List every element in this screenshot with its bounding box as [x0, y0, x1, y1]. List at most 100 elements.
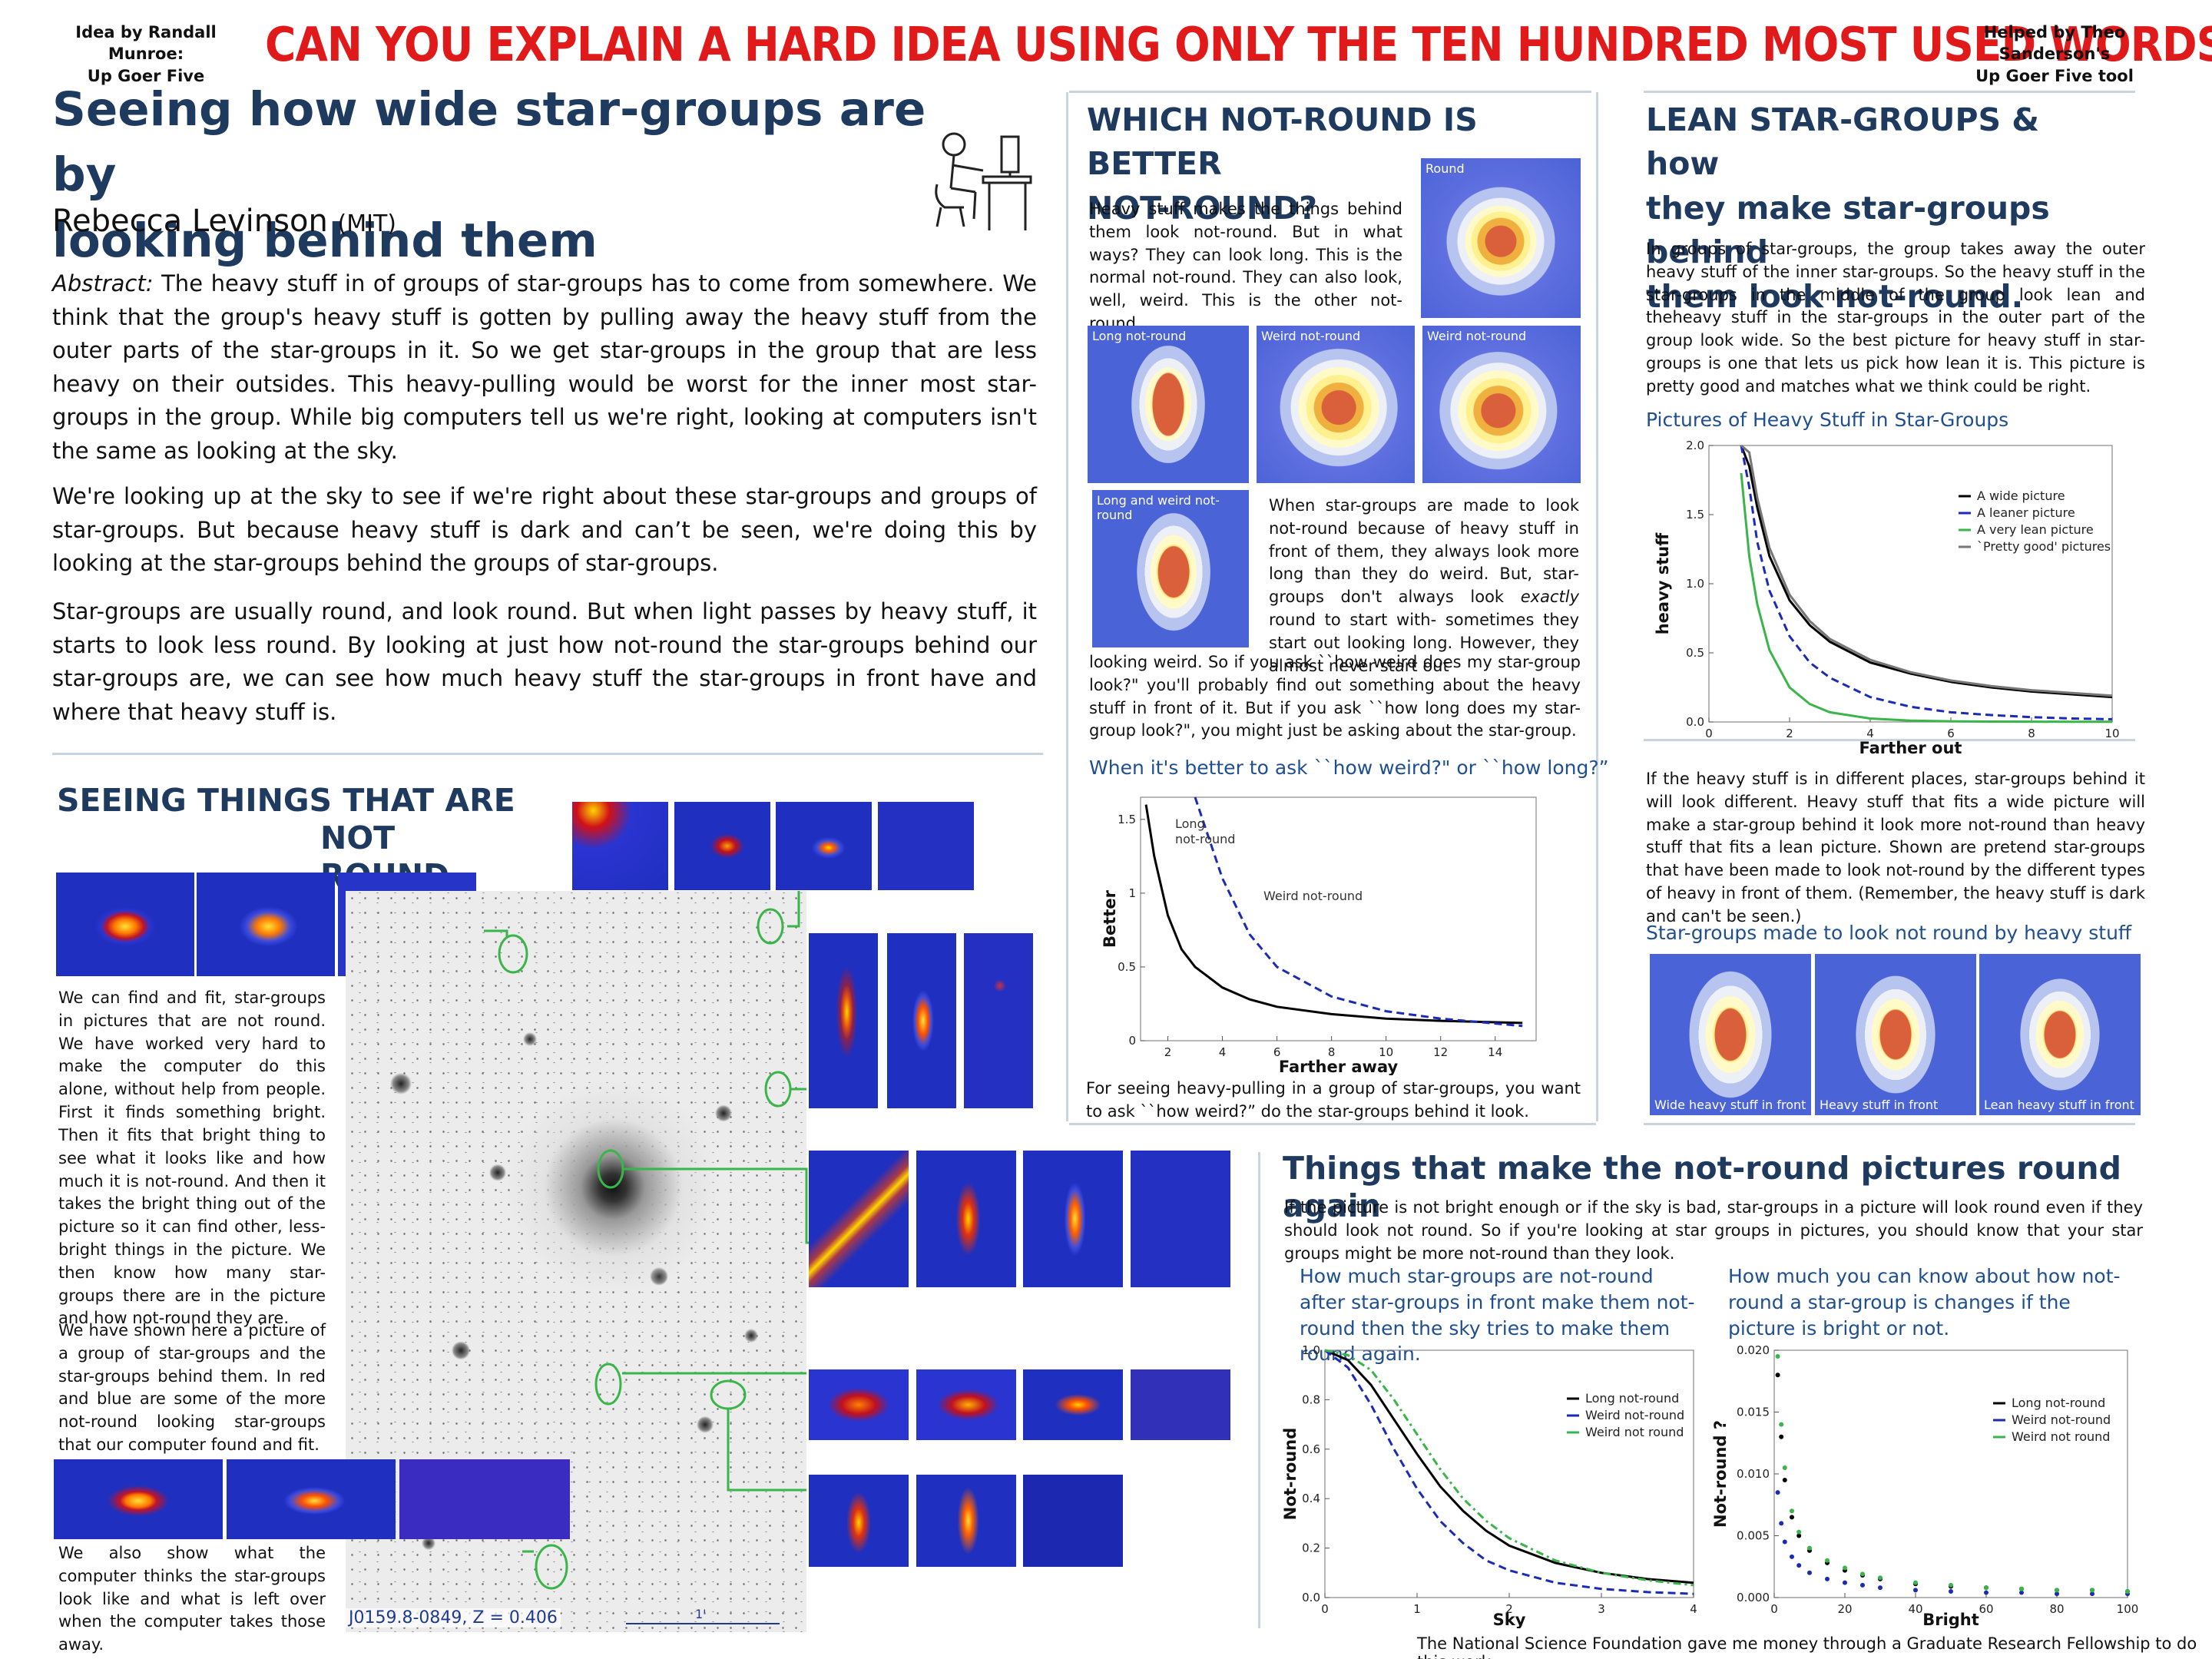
chart-better: 2 4 6 8 10 12 14 0 0.5 1 1.5 Farther away Better Long… [1101, 796, 1537, 1075]
chart-sky: 0 1 2 3 4 0.0 0.2 0.4 0.6 0.8 1.0 Sky Not-round Long … [1281, 1343, 1697, 1628]
x-tick-label: 0 [1705, 727, 1713, 740]
data-point-1 [1775, 1490, 1780, 1495]
footer-credit: The National Science Foundation gave me … [1417, 1634, 2197, 1659]
y-tick-label: 0.0 [1686, 715, 1704, 729]
author-affiliation: (MIT) [337, 210, 396, 237]
panel-round: Round [1421, 158, 1581, 318]
which-chart-title: When it's better to ask ``how weird?" or… [1089, 757, 1609, 779]
divider-col2-left [1066, 92, 1068, 1121]
panel-wide-heavy: Wide heavy stuff in front [1650, 954, 1811, 1115]
credit-left: Idea by Randall Munroe: Up Goer Five [38, 22, 253, 87]
legend-label-1: Weird not-round [1585, 1408, 1684, 1422]
data-point-2 [2125, 1588, 2130, 1594]
y-tick-label: 0.000 [1737, 1591, 1770, 1604]
legend-label-2: Weird not round [2012, 1429, 2110, 1444]
series-line-1 [1740, 445, 2113, 720]
x-tick-label: 1 [1413, 1602, 1421, 1616]
which-caption: For seeing heavy-pulling in a group of s… [1086, 1079, 1581, 1121]
which-p2-b: round to start with- sometimes they star… [1269, 611, 1579, 675]
thumb-mid-2 [916, 1151, 1016, 1287]
which-p2-c: looking weird. So if you ask ``how weird… [1089, 653, 1581, 740]
panel-long-label: Long not-round [1092, 329, 1187, 343]
data-point-2 [1843, 1565, 1847, 1571]
credit-right-line1: Helped by Theo Sanderson's [1983, 23, 2126, 64]
x-tick-label: 4 [1219, 1045, 1227, 1059]
things-sub-left: How much star-groups are not-round after… [1300, 1265, 1695, 1366]
y-tick-label: 0.5 [1686, 646, 1704, 660]
panel-long: Long not-round [1088, 326, 1249, 483]
data-point-2 [1782, 1465, 1787, 1470]
lean-title-line3: them look not-round. [1646, 277, 2024, 315]
which-title-line2: NOT-ROUND? [1087, 189, 1317, 227]
thumb-row1-data [56, 873, 194, 976]
annotation-1: Weird not-round [1263, 889, 1363, 903]
x-tick-label: 20 [1837, 1602, 1852, 1616]
y-tick-label: 2.0 [1686, 439, 1704, 452]
x-tick-label: 3 [1598, 1602, 1605, 1616]
y-axis-label: heavy stuff [1654, 532, 1672, 635]
data-point-2 [1796, 1529, 1802, 1535]
x-axis-label: Bright [1922, 1611, 1979, 1628]
y-axis-label: Not-round ? [1711, 1420, 1730, 1528]
x-tick-label: 14 [1488, 1045, 1502, 1059]
x-tick-label: 4 [1690, 1602, 1697, 1616]
divider-col3-mid [1644, 739, 2135, 741]
y-tick-label: 1.0 [1686, 577, 1704, 591]
lean-title: LEAN STAR-GROUPS & how they make star-gr… [1646, 98, 2122, 319]
y-tick-label: 0.5 [1118, 960, 1136, 974]
series-line-2 [1324, 1349, 1694, 1587]
y-tick-label: 0.4 [1302, 1492, 1320, 1505]
series-line-1 [1324, 1349, 1694, 1595]
credit-right: Helped by Theo Sanderson's Up Goer Five … [1939, 22, 2170, 87]
legend-label-2: A very lean picture [1977, 522, 2094, 537]
data-point-2 [2055, 1588, 2059, 1593]
y-tick-label: 0.020 [1737, 1343, 1770, 1357]
data-point-1 [1878, 1585, 1883, 1591]
thumb-bl-3 [399, 1459, 570, 1539]
data-point-1 [2090, 1591, 2094, 1597]
annotation-0: Long not-round [1175, 816, 1235, 846]
series-line-0 [1740, 445, 2113, 699]
data-point-2 [1984, 1585, 1988, 1591]
thumb-mid-4 [1131, 1151, 1230, 1287]
legend-label-2: Weird not round [1585, 1425, 1684, 1439]
x-tick-label: 0 [1770, 1602, 1778, 1616]
panel-weird-1-label: Weird not-round [1261, 329, 1361, 343]
thumb-low-2 [916, 1369, 1016, 1440]
series-line-2 [1740, 472, 2112, 724]
thumb-low-3 [1023, 1369, 1123, 1440]
x-tick-label: 60 [1979, 1602, 1993, 1616]
panel-long-weird: Long and weird not-round [1092, 490, 1249, 647]
y-axis-label: Not-round [1281, 1428, 1300, 1520]
which-p2: When star-groups are made to look not-ro… [1269, 495, 1579, 678]
thumb-vert-3 [964, 933, 1033, 1108]
series-line-1 [1194, 796, 1523, 1028]
panel-weird-1: Weird not-round [1257, 326, 1415, 483]
data-point-1 [1790, 1554, 1794, 1559]
thumb-vert-2 [887, 933, 956, 1108]
data-point-0 [1790, 1515, 1794, 1520]
data-point-2 [1949, 1582, 1953, 1588]
poster-title: Seeing how wide star-groups are by looki… [52, 77, 935, 273]
divider-col3-top [1644, 91, 2135, 93]
cluster-label: J0159.8-0849, Z = 0.406 [346, 1608, 561, 1628]
thumb-bl-2 [227, 1459, 396, 1539]
abstract-p1: Abstract: The heavy stuff in of groups o… [52, 267, 1037, 468]
plot-frame [1324, 1349, 1694, 1598]
data-point-1 [1860, 1582, 1865, 1588]
x-axis-label: Farther out [1859, 739, 1962, 757]
green-markers [484, 891, 813, 1590]
thumb-bl-1 [54, 1459, 223, 1539]
data-point-1 [1796, 1563, 1802, 1568]
x-tick-label: 6 [1947, 727, 1955, 740]
chart-heavy: 0 2 4 6 8 10 0.0 0.5 1.0 1.5 2.0 Farther out heavy s… [1654, 439, 2120, 757]
divider-col2-top [1069, 91, 1591, 93]
lean-panels-title: Star-groups made to look not round by he… [1646, 922, 2132, 944]
seeing-p3: We also show what the computer thinks th… [58, 1544, 326, 1654]
scale-label: 1' [695, 1607, 707, 1621]
data-point-0 [1779, 1434, 1784, 1439]
plot-frame [1140, 796, 1537, 1041]
y-tick-label: 1 [1128, 886, 1136, 900]
data-point-0 [1796, 1533, 1802, 1538]
annotation-line: Long [1175, 816, 1205, 831]
